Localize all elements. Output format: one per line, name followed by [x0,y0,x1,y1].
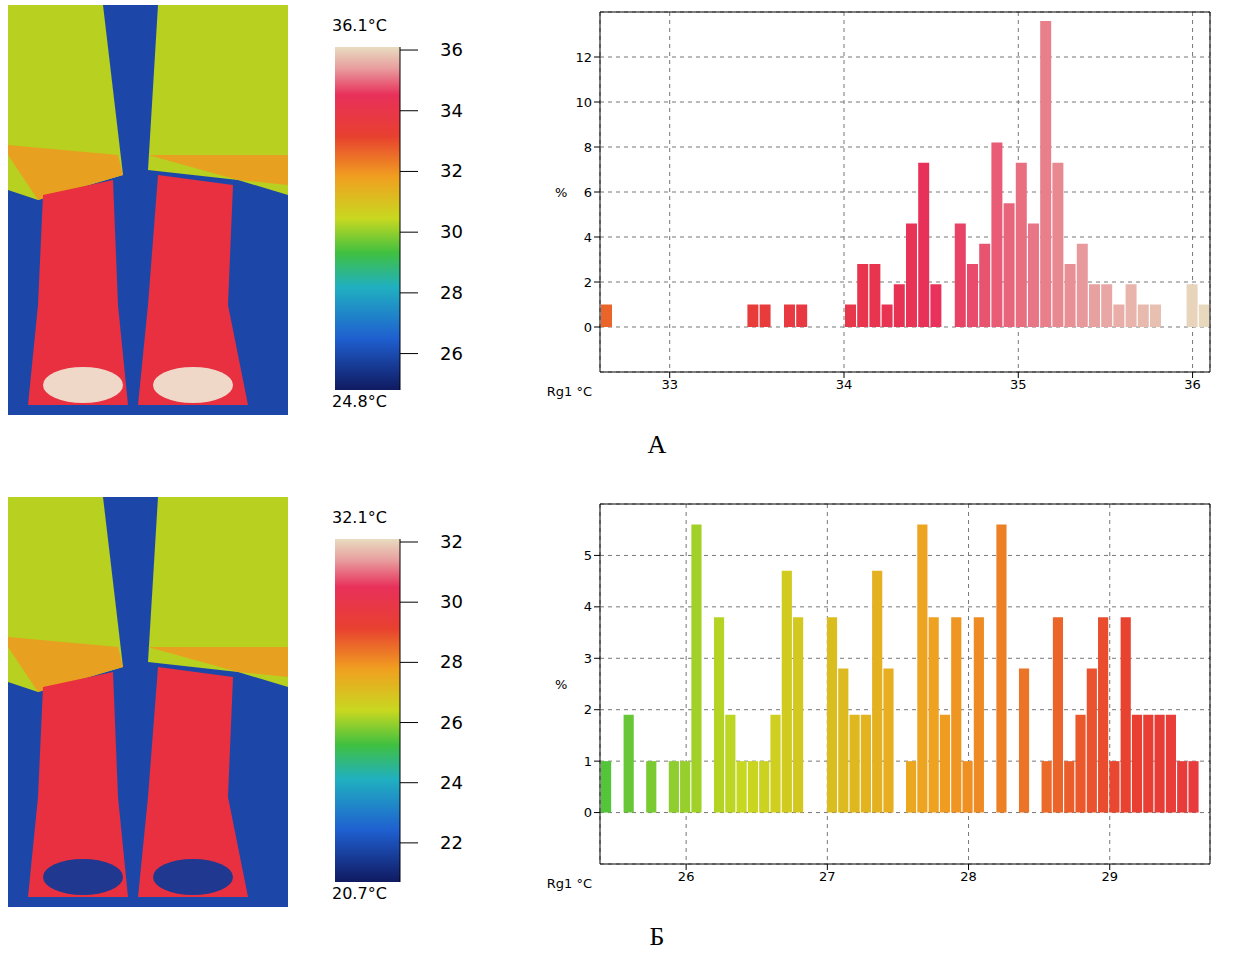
svg-text:1: 1 [584,754,592,769]
svg-text:20.7°C: 20.7°C [332,884,387,903]
svg-text:%: % [555,185,567,200]
html-text:Б: Б [649,922,665,951]
svg-text:%: % [555,677,567,692]
svg-text:5: 5 [584,548,592,563]
svg-text:35: 35 [1010,377,1027,392]
svg-text:34: 34 [836,377,853,392]
svg-text:28: 28 [440,282,463,303]
svg-text:6: 6 [584,185,592,200]
svg-text:24.8°C: 24.8°C [332,392,387,411]
svg-text:4: 4 [584,599,592,614]
svg-text:10: 10 [575,95,592,110]
svg-text:29: 29 [1101,869,1118,884]
svg-text:36.1°C: 36.1°C [332,16,387,35]
html-text:А: А [647,430,667,459]
svg-text:28: 28 [440,651,463,672]
svg-text:12: 12 [575,50,592,65]
svg-text:8: 8 [584,140,592,155]
svg-text:34: 34 [440,100,463,121]
svg-text:30: 30 [440,221,463,242]
svg-text:27: 27 [819,869,836,884]
svg-text:22: 22 [440,832,463,853]
svg-text:36: 36 [1184,377,1201,392]
svg-text:30: 30 [440,591,463,612]
svg-text:Rg1 °C: Rg1 °C [547,384,592,399]
svg-text:36: 36 [440,39,463,60]
svg-text:26: 26 [678,869,695,884]
svg-text:26: 26 [440,343,463,364]
svg-text:2: 2 [584,275,592,290]
svg-text:3: 3 [584,651,592,666]
svg-text:26: 26 [440,712,463,733]
svg-text:2: 2 [584,702,592,717]
svg-text:28: 28 [960,869,977,884]
svg-text:32: 32 [440,531,463,552]
svg-text:4: 4 [584,230,592,245]
svg-text:32: 32 [440,160,463,181]
svg-text:24: 24 [440,772,463,793]
svg-text:0: 0 [584,320,592,335]
svg-text:32.1°C: 32.1°C [332,508,387,527]
svg-text:33: 33 [661,377,678,392]
svg-text:Rg1 °C: Rg1 °C [547,876,592,891]
svg-text:0: 0 [584,805,592,820]
